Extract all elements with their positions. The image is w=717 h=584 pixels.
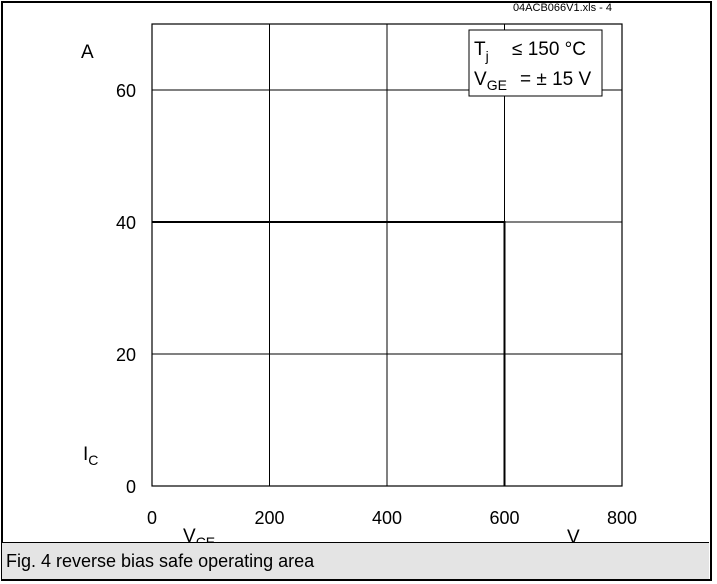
y-tick-label: 40 — [116, 213, 136, 233]
y-tick-label: 60 — [116, 81, 136, 101]
x-tick-label: 200 — [254, 508, 284, 528]
legend-border — [468, 29, 603, 97]
x-tick-label: 600 — [489, 508, 519, 528]
x-tick-label: 800 — [607, 508, 637, 528]
legend-line-tj: Tj ≤ 150 °C — [474, 39, 586, 64]
legend-line-vge: VGE = ± 15 V — [474, 69, 591, 93]
y-unit-label: A — [81, 42, 94, 63]
source-reference: 04ACB066V1.xls - 4 — [513, 2, 612, 14]
plot-area-border — [151, 23, 623, 487]
y-axis-symbol: IC — [83, 444, 98, 468]
x-tick-label: 0 — [147, 508, 157, 528]
series-line-0 — [152, 221, 506, 486]
y-tick-label: 20 — [116, 345, 136, 365]
x-tick-label: 400 — [372, 508, 402, 528]
y-tick-label: 0 — [126, 477, 136, 497]
series-layer — [152, 221, 506, 486]
figure-caption: Fig. 4 reverse bias safe operating area — [2, 542, 709, 579]
ticks-layer: 0 200 400 600 800 0 20 40 60 — [116, 81, 637, 528]
legend-box: Tj ≤ 150 °C VGE = ± 15 V — [468, 29, 603, 97]
